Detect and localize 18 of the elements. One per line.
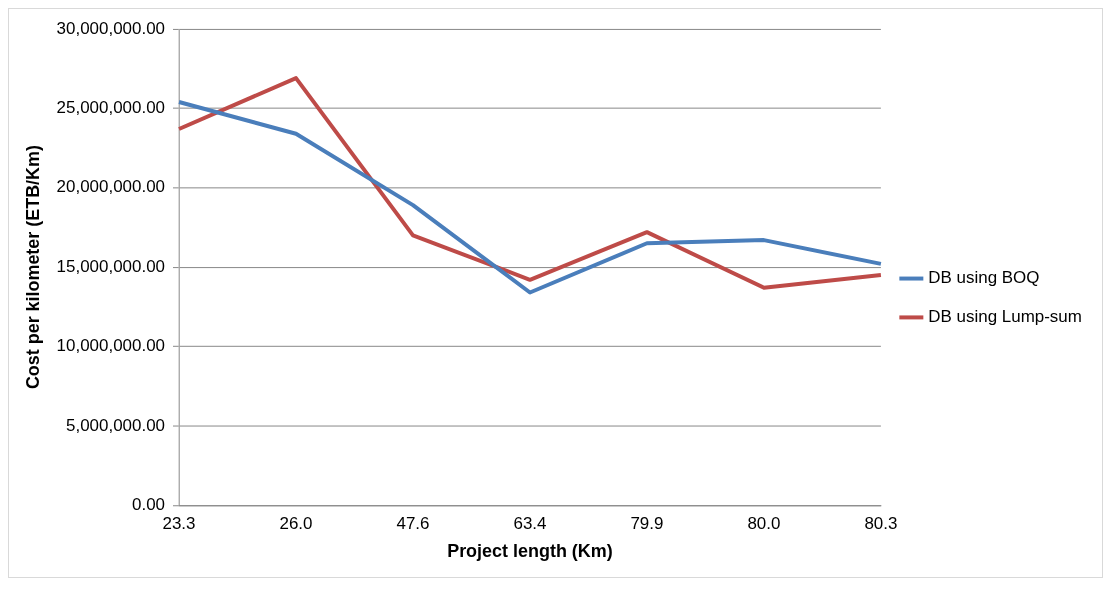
x-tick-label: 63.4 <box>513 514 547 534</box>
y-tick-label: 0.00 <box>132 494 166 514</box>
x-tick-label: 23.3 <box>162 514 196 534</box>
x-tick-label: 80.0 <box>747 514 781 534</box>
x-tick-label: 26.0 <box>279 514 313 534</box>
y-axis-title: Cost per kilometer (ETB/Km) <box>22 145 43 390</box>
x-tick-label: 79.9 <box>630 514 664 534</box>
x-tick-label: 80.3 <box>864 514 898 534</box>
y-tick-label: 30,000,000.00 <box>56 18 166 38</box>
y-tick-label: 5,000,000.00 <box>66 415 166 435</box>
y-tick-label: 15,000,000.00 <box>56 256 166 276</box>
legend-label: DB using BOQ <box>928 268 1040 288</box>
y-tick-label: 25,000,000.00 <box>56 98 166 117</box>
x-axis-title: Project length (Km) <box>447 541 613 562</box>
x-tick-label: 47.6 <box>396 514 430 534</box>
y-tick-label: 20,000,000.00 <box>56 177 166 197</box>
y-tick-label: 10,000,000.00 <box>56 336 166 356</box>
legend-label: DB using Lump-sum <box>928 307 1082 327</box>
